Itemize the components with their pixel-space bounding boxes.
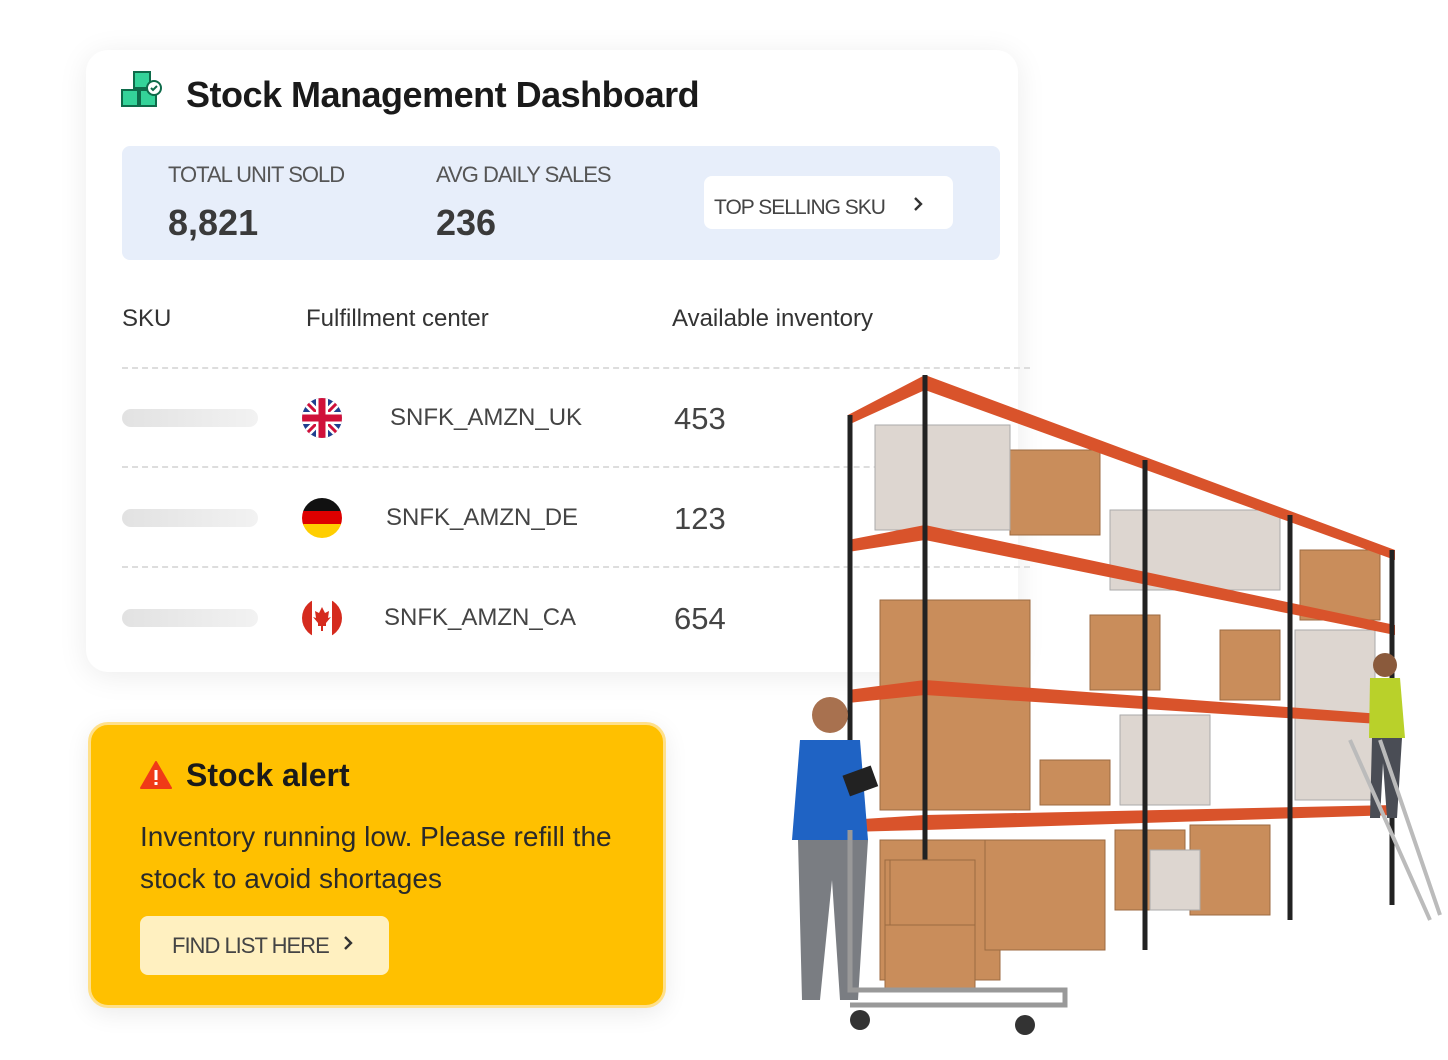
row-divider bbox=[122, 367, 1030, 369]
warehouse-illustration bbox=[792, 375, 1442, 1035]
column-header: SKU bbox=[122, 305, 172, 332]
stat-label: TOTAL UNIT SOLD bbox=[168, 162, 345, 187]
inventory-value: 654 bbox=[674, 601, 726, 636]
button-label: FIND LIST HERE bbox=[172, 933, 330, 958]
inventory-value: 123 bbox=[674, 501, 726, 536]
button-label: TOP SELLING SKU bbox=[714, 196, 886, 219]
find-list-button[interactable]: FIND LIST HERE bbox=[140, 916, 389, 975]
center-name: SNFK_AMZN_DE bbox=[386, 504, 579, 531]
chevron bbox=[914, 197, 923, 211]
column-header: Available inventory bbox=[672, 305, 874, 332]
chevron bbox=[344, 936, 353, 950]
stat-label: AVG DAILY SALES bbox=[436, 162, 612, 187]
warning-icon bbox=[140, 761, 172, 789]
flag-ca bbox=[302, 598, 342, 638]
inventory-value: 453 bbox=[674, 401, 726, 436]
worker-left bbox=[792, 697, 879, 1000]
row-divider bbox=[122, 566, 1030, 568]
row-divider bbox=[122, 466, 1030, 468]
flag-uk bbox=[302, 398, 342, 438]
sku-placeholder bbox=[122, 509, 258, 527]
sku-placeholder bbox=[122, 409, 258, 427]
stat-value: 8,821 bbox=[168, 202, 259, 243]
sku-placeholder bbox=[122, 609, 258, 627]
alert-message: Inventory running low. Please refill the… bbox=[140, 821, 612, 894]
flag-de bbox=[302, 498, 342, 538]
column-header: Fulfillment center bbox=[306, 305, 489, 332]
stat-value: 236 bbox=[436, 202, 497, 243]
top-selling-button[interactable]: TOP SELLING SKU bbox=[704, 176, 953, 229]
dashboard-title: Stock Management Dashboard bbox=[186, 74, 700, 115]
boxes-icon bbox=[121, 71, 162, 107]
worker-right bbox=[1348, 653, 1442, 921]
cart bbox=[847, 830, 1068, 1035]
center-name: SNFK_AMZN_CA bbox=[384, 604, 577, 631]
alert-title: Stock alert bbox=[186, 757, 350, 793]
rack bbox=[847, 375, 1395, 1000]
center-name: SNFK_AMZN_UK bbox=[390, 404, 583, 431]
